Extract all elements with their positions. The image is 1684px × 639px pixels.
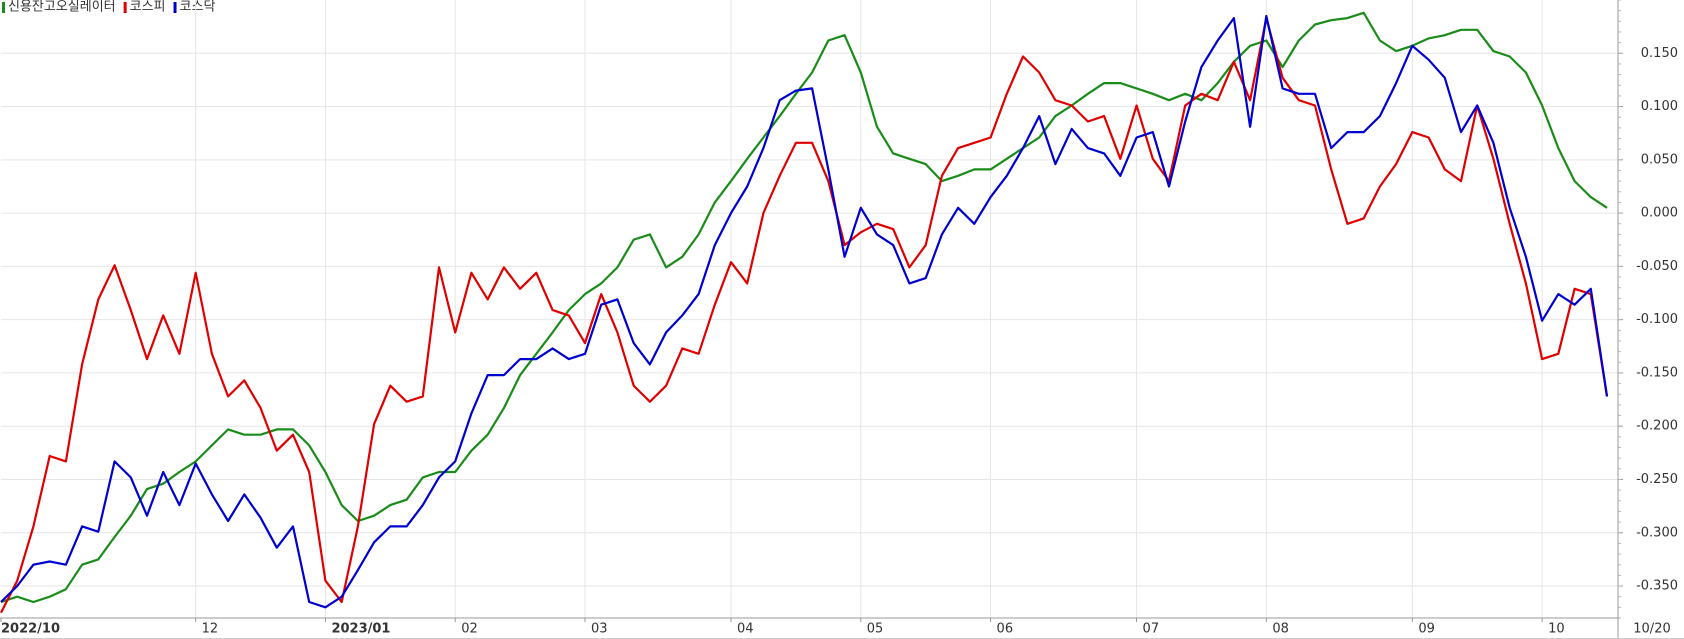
- y-tick-label: 0.150: [1641, 46, 1678, 61]
- y-tick-label: 0.050: [1641, 152, 1678, 167]
- x-tick-label: 02: [461, 622, 478, 637]
- x-tick-label: 08: [1272, 622, 1289, 637]
- x-tick-label: 09: [1418, 622, 1435, 637]
- y-tick-label: -0.250: [1636, 472, 1678, 487]
- x-tick-label: 2022/10: [1, 622, 60, 637]
- y-tick-label: -0.050: [1636, 259, 1678, 274]
- x-tick-label: 10/20: [1633, 622, 1670, 637]
- y-tick-label: -0.350: [1636, 579, 1678, 594]
- y-tick-label: -0.300: [1636, 525, 1678, 540]
- legend-label: 신용잔고오실레이터: [8, 0, 116, 15]
- legend: 신용잔고오실레이터 코스피 코스닥: [2, 0, 215, 15]
- y-tick-label: 0.000: [1641, 206, 1678, 221]
- legend-swatch: [123, 2, 127, 13]
- x-tick-label: 10: [1548, 622, 1565, 637]
- y-tick-label: -0.150: [1636, 365, 1678, 380]
- legend-swatch: [173, 2, 177, 13]
- y-tick-label: 0.100: [1641, 99, 1678, 114]
- legend-label: 코스닥: [180, 0, 216, 15]
- x-tick-label: 2023/01: [331, 622, 390, 637]
- x-tick-label: 07: [1143, 622, 1160, 637]
- series-line: [0, 14, 1609, 609]
- x-tick-label: 05: [867, 622, 884, 637]
- legend-swatch: [2, 2, 5, 13]
- x-tick-label: 06: [997, 622, 1014, 637]
- x-tick-label: 12: [202, 622, 219, 637]
- legend-label: 코스피: [130, 0, 166, 15]
- series-line: [0, 17, 1609, 614]
- x-tick-label: 04: [737, 622, 754, 637]
- x-tick-label: 03: [591, 622, 608, 637]
- y-tick-label: -0.100: [1636, 312, 1678, 327]
- y-tick-label: -0.200: [1636, 419, 1678, 434]
